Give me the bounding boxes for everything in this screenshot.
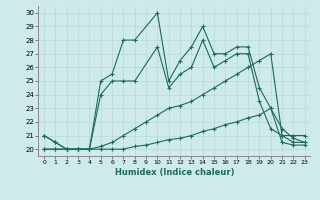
X-axis label: Humidex (Indice chaleur): Humidex (Indice chaleur) — [115, 168, 234, 177]
